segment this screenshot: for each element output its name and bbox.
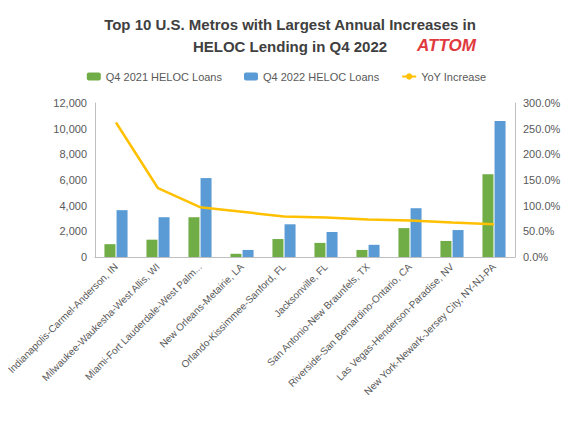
svg-text:250.0%: 250.0%: [523, 123, 561, 135]
svg-text:Jacksonville, FL: Jacksonville, FL: [271, 261, 330, 320]
svg-text:300.0%: 300.0%: [523, 97, 561, 109]
svg-text:Q4 2021 HELOC Loans: Q4 2021 HELOC Loans: [106, 71, 223, 83]
svg-text:8,000: 8,000: [59, 148, 87, 160]
svg-text:New York-Newark-Jersey City, N: New York-Newark-Jersey City, NY-NJ-PA: [362, 261, 498, 397]
svg-text:New Orleans-Metairie, LA: New Orleans-Metairie, LA: [157, 261, 246, 350]
svg-text:12,000: 12,000: [53, 97, 87, 109]
svg-text:San Antonio-New Braunfels, TX: San Antonio-New Braunfels, TX: [265, 261, 372, 368]
svg-text:50.0%: 50.0%: [523, 225, 554, 237]
svg-text:200.0%: 200.0%: [523, 148, 561, 160]
svg-text:Miami-Fort Lauderdale-West Pal: Miami-Fort Lauderdale-West Palm...: [82, 261, 204, 383]
svg-text:6,000: 6,000: [59, 174, 87, 186]
svg-text:Riverside-San Bernardino-Ontar: Riverside-San Bernardino-Ontario, CA: [286, 261, 414, 389]
svg-text:Indianapolis-Carmel-Anderson,: Indianapolis-Carmel-Anderson, IN: [5, 261, 120, 376]
svg-text:0: 0: [81, 251, 87, 263]
svg-text:Milwaukee-Waukesha-West Allis,: Milwaukee-Waukesha-West Allis, WI: [39, 261, 162, 384]
svg-text:Las Vegas-Henderson-Paradise,: Las Vegas-Henderson-Paradise, NV: [334, 261, 456, 383]
svg-text:Orlando-Kissimmee-Sanford, FL: Orlando-Kissimmee-Sanford, FL: [178, 261, 288, 371]
svg-text:4,000: 4,000: [59, 200, 87, 212]
svg-text:10,000: 10,000: [53, 123, 87, 135]
svg-text:100.0%: 100.0%: [523, 200, 561, 212]
svg-text:0.0%: 0.0%: [523, 251, 548, 263]
svg-text:150.0%: 150.0%: [523, 174, 561, 186]
svg-text:ATTOM: ATTOM: [416, 36, 477, 55]
svg-text:Q4 2022 HELOC Loans: Q4 2022 HELOC Loans: [263, 71, 380, 83]
svg-text:HELOC Lending in Q4 2022: HELOC Lending in Q4 2022: [193, 38, 387, 55]
svg-text:YoY Increase: YoY Increase: [421, 71, 486, 83]
svg-text:2,000: 2,000: [59, 225, 87, 237]
svg-text:Top 10 U.S. Metros with Larges: Top 10 U.S. Metros with Largest Annual I…: [104, 16, 476, 33]
